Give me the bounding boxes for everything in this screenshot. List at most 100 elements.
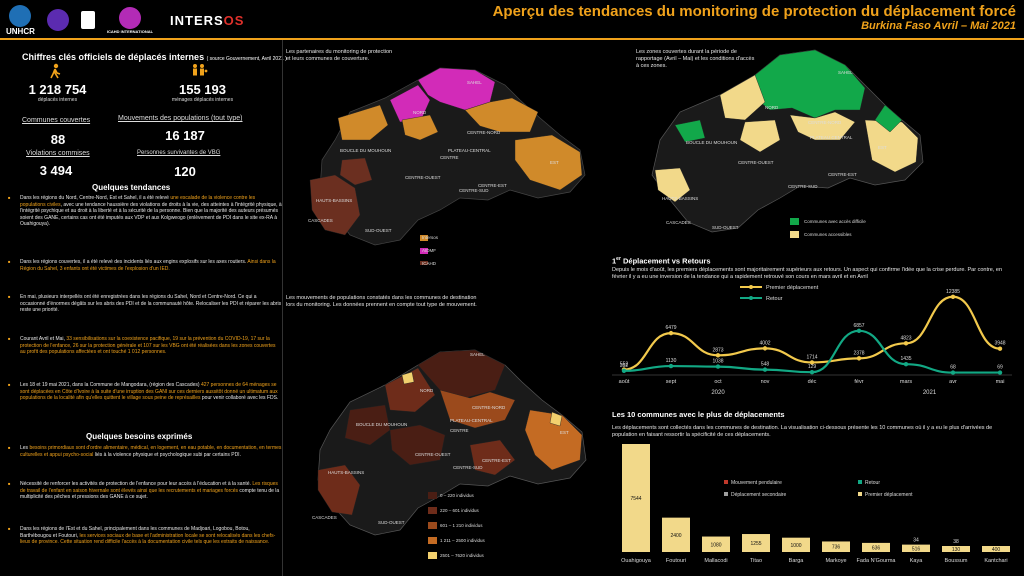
- data-point: [856, 356, 862, 361]
- map1-legend-aidmf: AIDMF: [422, 248, 436, 253]
- trend-highlight: Ainsi dans la Région du Sahel, 3 enfants…: [20, 259, 276, 272]
- data-point: [903, 341, 909, 346]
- idp-count: 1 218 754: [28, 82, 87, 97]
- movements-map: [317, 349, 587, 559]
- map1-label-hauts-bassins: HAUTS-BASSINS: [316, 198, 353, 203]
- households-label: ménages déplacés internes: [171, 97, 234, 103]
- map1-label-centre: CENTRE: [440, 155, 459, 160]
- bar-value-label: 1000: [790, 543, 801, 549]
- x-tick-label: août: [619, 379, 630, 385]
- star-emblem-icon: [46, 9, 69, 31]
- unhcr-logo: UNHCR: [6, 4, 35, 36]
- trend-text: En mai, plusieurs interpellés ont été en…: [20, 294, 282, 313]
- map2-area-accessible-5: [739, 119, 781, 153]
- trend-text: Dans les régions couvertes, il a été rel…: [20, 259, 248, 265]
- need-text: Dans les régions de l'Est et du Sahel, p…: [20, 526, 250, 539]
- icaso-logo-text: ICAHD INTERNATIONAL: [106, 28, 154, 34]
- x-tick-label: oct: [714, 379, 722, 385]
- data-point: [715, 353, 721, 358]
- icaso-emblem-icon: [118, 6, 141, 29]
- x-tick-label: avr: [949, 379, 957, 385]
- page-title: Aperçu des tendances du monitoring de pr…: [492, 3, 1016, 20]
- legend-swatch-intersos: [420, 235, 428, 241]
- bar-premier-deplacement: [902, 544, 930, 552]
- bar-premier-deplacement: [742, 534, 770, 552]
- flag-emblem-icon: [80, 11, 95, 29]
- map3-label-sud-ouest: SUD-OUEST: [378, 520, 405, 525]
- map2-label-centre-sud: CENTRE-SUD: [788, 184, 818, 189]
- legend-swatch-icahd: [420, 261, 428, 265]
- map2-area-accessible-2: [789, 111, 856, 141]
- bar-legend-swatch: [858, 492, 862, 496]
- bar-premier-deplacement: [622, 444, 650, 552]
- data-label: 548: [761, 362, 770, 368]
- map2-label-sahel: SAHEL: [838, 70, 853, 75]
- bar-category-label: Fada N'Gourma: [857, 558, 897, 564]
- need-highlight: les services sociaux de base et l'admini…: [20, 532, 276, 546]
- bar-legend-label: Premier déplacement: [865, 492, 913, 498]
- year-label-2020: 2020: [711, 390, 725, 396]
- data-label: 552: [620, 362, 629, 368]
- map2-area-difficult-2: [874, 104, 903, 133]
- map2-area-accessible-4: [654, 167, 691, 203]
- x-tick-label: sept: [666, 379, 677, 385]
- map1-label-centre-sud: CENTRE-SUD: [459, 188, 489, 193]
- violations-count: 3 494: [39, 163, 73, 178]
- data-point: [668, 330, 674, 336]
- data-label: 1714: [806, 354, 817, 360]
- data-point: [621, 368, 627, 374]
- trend-text: , avec une tendance haussière des violat…: [20, 201, 282, 228]
- map2-label-centre-nord: CENTRE-NORD: [808, 120, 842, 125]
- partner-logo-3: [80, 11, 95, 29]
- access-map: [651, 49, 924, 238]
- map3-legend-5: 2501 – 7620 individus: [440, 553, 484, 558]
- bar-premier-deplacement: [982, 546, 1010, 552]
- bar-category-label: Mallacodi: [704, 558, 727, 564]
- map3-area-2: [384, 367, 436, 413]
- legend-swatch-2: [428, 507, 437, 514]
- trend-text: Les 18 et 19 mai 2021, dans la Commune d…: [20, 382, 201, 388]
- bar-chart-title: Les 10 communes avec le plus de déplacem…: [612, 410, 785, 419]
- bar-value-label: 516: [912, 546, 921, 552]
- trend-item: Courant Avril et Mai, 33 sensibilisation…: [8, 336, 282, 356]
- data-label: 6857: [853, 323, 864, 329]
- map2-label-nord: NORD: [765, 105, 779, 110]
- line-chart: Premier déplacement Retour 552 6479 2873 4002…: [612, 285, 1012, 396]
- bar-premier-deplacement: [822, 541, 850, 552]
- bar-category-label: Kaya: [910, 558, 923, 564]
- map3-label-boucle: BOUCLE DU MOUHOUN: [356, 422, 408, 427]
- data-point: [715, 364, 721, 369]
- bar-category-label: Foutouri: [666, 558, 686, 564]
- data-point: [997, 370, 1003, 375]
- data-point: [856, 328, 862, 334]
- map3-label-plateau: PLATEAU-CENTRAL: [450, 418, 493, 423]
- map1-label-sud-ouest: SUD-OUEST: [365, 228, 392, 233]
- needs-title: Quelques besoins exprimés: [86, 432, 193, 441]
- bar-category-label: Markoye: [825, 558, 846, 564]
- icaso-logo: ICAHD INTERNATIONAL: [106, 6, 154, 34]
- map1-label-boucle: BOUCLE DU MOUHOUN: [340, 148, 392, 153]
- legend-label-0: Premier déplacement: [766, 285, 819, 291]
- data-label: 129: [808, 364, 817, 370]
- map2-area-accessible-3: [864, 119, 919, 173]
- person-walking-icon: [50, 63, 61, 79]
- vbg-count: 120: [174, 164, 196, 179]
- map2-legend-difficult: Communes avec accès difficile: [804, 219, 866, 224]
- bar-extra-label: 34: [913, 538, 919, 544]
- need-highlight: besoins primordiaux sont d'ordre aliment…: [20, 445, 282, 458]
- x-tick-label: mars: [900, 379, 912, 385]
- map2-label-cascades: CASCADES: [666, 220, 691, 225]
- header-divider: [0, 38, 1024, 40]
- map3-label-cascades: CASCADES: [312, 515, 337, 520]
- bar-extra-label: 38: [953, 539, 959, 545]
- map3-area-8: [317, 464, 361, 516]
- bar-value-label: 636: [872, 545, 881, 551]
- bar-category-label: Boussum: [945, 558, 968, 564]
- data-label: 4823: [900, 335, 911, 341]
- bar-legend-swatch: [724, 480, 728, 484]
- bar-chart: 7544 Ouahigouya 2400 Foutouri 1080 Mallacodi 1…: [621, 444, 1010, 564]
- partner-logo-2: [46, 9, 69, 31]
- map1-label-nord: NORD: [413, 110, 427, 115]
- map3-label-hauts-bassins: HAUTS-BASSINS: [328, 470, 365, 475]
- bar-legend-label: Déplacement secondaire: [731, 492, 787, 498]
